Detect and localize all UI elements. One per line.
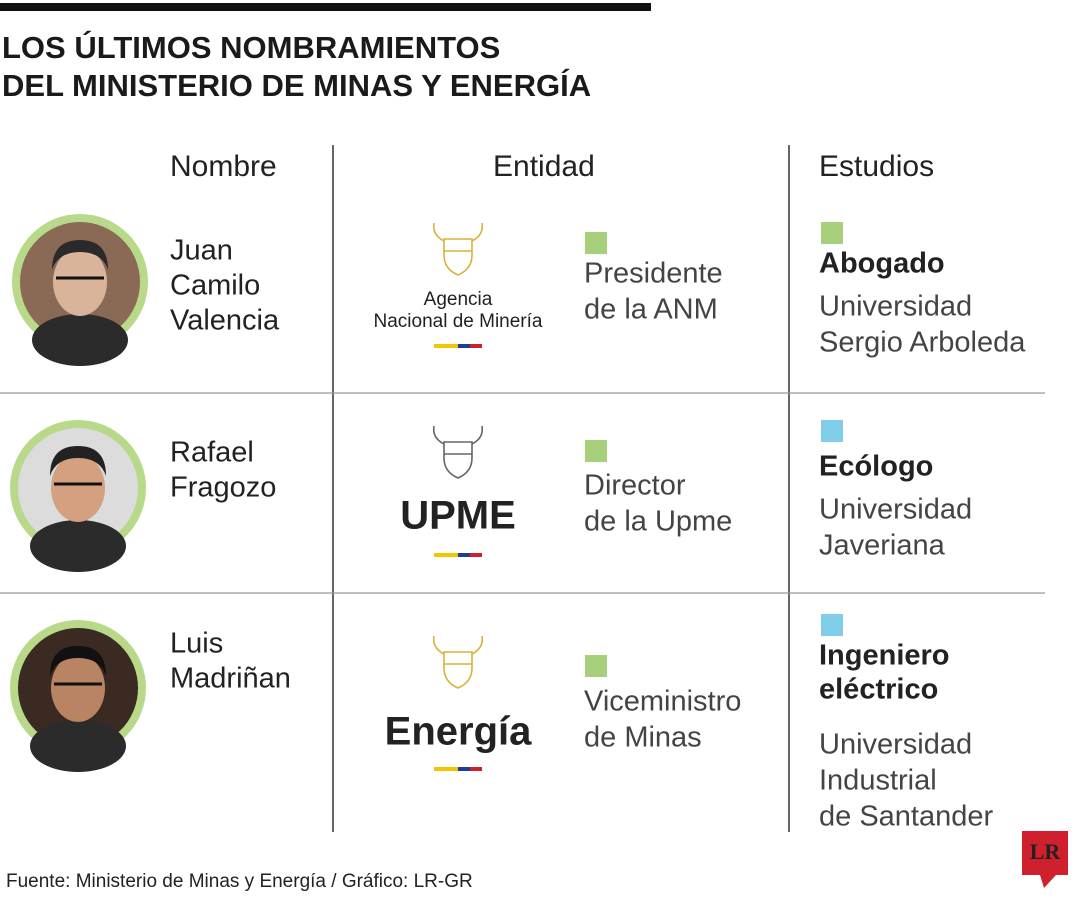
person-name: Juan: [170, 235, 233, 267]
university: Universidad: [819, 729, 972, 761]
brand-logo: [1022, 831, 1068, 875]
title: DEL MINISTERIO DE MINAS Y ENERGÍA: [2, 68, 591, 103]
university: Universidad: [819, 291, 972, 323]
column-header: Entidad: [493, 150, 595, 183]
flag-stripe: [470, 344, 482, 348]
university: Universidad: [819, 494, 972, 526]
entity-logo-text: UPME: [400, 494, 516, 538]
role: de la ANM: [584, 294, 718, 326]
photo-face: [53, 248, 107, 316]
university: Industrial: [819, 765, 937, 797]
role-marker: [585, 232, 607, 254]
degree: Ingeniero: [819, 640, 950, 672]
role: Director: [584, 470, 686, 502]
flag-stripe: [458, 553, 470, 557]
degree: eléctrico: [819, 674, 938, 706]
flag-stripe: [458, 767, 470, 771]
photo-body: [30, 720, 126, 772]
role-marker: [585, 655, 607, 677]
person-name: Rafael: [170, 437, 254, 469]
photo-face: [51, 454, 105, 522]
entity-logo-text: Agencia: [424, 289, 493, 310]
seal-icon: [432, 635, 484, 689]
degree-marker: [821, 420, 843, 442]
source: Fuente: Ministerio de Minas y Energía / …: [6, 871, 473, 892]
university: de Santander: [819, 801, 993, 833]
photo-body: [32, 314, 128, 366]
degree: Ecólogo: [819, 451, 933, 483]
column-header: Estudios: [819, 150, 934, 183]
flag-stripe: [434, 344, 458, 348]
photo-hair: [52, 240, 108, 270]
flag-stripe: [458, 344, 470, 348]
role: de Minas: [584, 722, 702, 754]
role: de la Upme: [584, 506, 732, 538]
seal-icon: [432, 222, 484, 276]
seal-shape: [443, 651, 473, 689]
degree-marker: [821, 222, 843, 244]
photo-hair: [50, 646, 106, 676]
brand-logo-text: LR: [1030, 839, 1062, 864]
entity-logo-text: Energía: [385, 710, 532, 754]
university: Sergio Arboleda: [819, 327, 1026, 359]
role: Presidente: [584, 258, 723, 290]
seal-shape: [443, 441, 473, 479]
degree-marker: [821, 614, 843, 636]
seal-wings: [432, 425, 484, 445]
flag-stripe: [434, 553, 458, 557]
seal-wings: [432, 635, 484, 655]
photo-body: [30, 520, 126, 572]
column-header: Nombre: [170, 150, 277, 183]
flag-stripe: [434, 767, 458, 771]
flag-stripe: [470, 553, 482, 557]
seal-shape: [443, 238, 473, 276]
role: Viceministro: [584, 686, 741, 718]
flag-stripe: [470, 767, 482, 771]
entity-logo-text: Nacional de Minería: [374, 311, 543, 332]
top-bar: [0, 3, 651, 11]
person-name: Valencia: [170, 305, 280, 337]
seal-icon: [432, 425, 484, 479]
role-marker: [585, 440, 607, 462]
university: Javeriana: [819, 530, 946, 562]
person-name: Camilo: [170, 270, 260, 302]
person-name: Fragozo: [170, 472, 276, 504]
person-name: Luis: [170, 628, 223, 660]
seal-wings: [432, 222, 484, 242]
degree: Abogado: [819, 248, 945, 280]
brand-logo-tail: [1040, 875, 1056, 888]
title: LOS ÚLTIMOS NOMBRAMIENTOS: [2, 29, 500, 65]
photo-hair: [50, 446, 106, 476]
photo-face: [51, 654, 105, 722]
person-name: Madriñan: [170, 663, 291, 695]
